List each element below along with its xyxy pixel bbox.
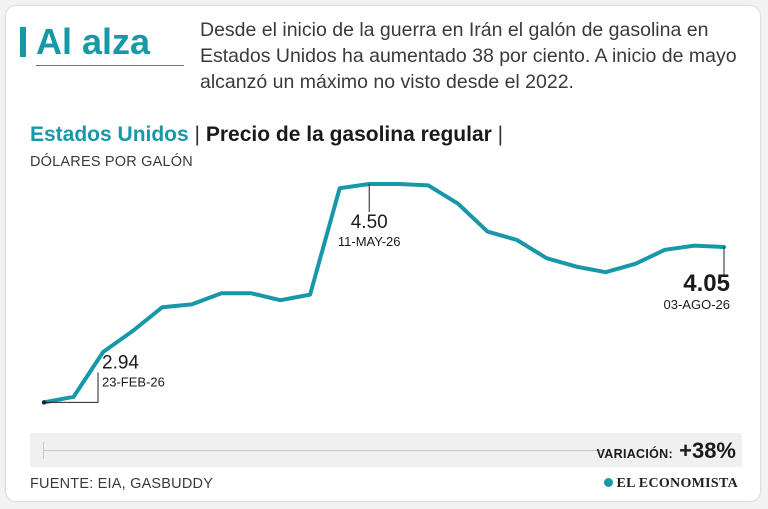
data-point — [397, 182, 401, 186]
series-line — [42, 182, 726, 405]
brand-logo: EL ECONOMISTA — [603, 476, 739, 492]
annotation-leader — [44, 372, 99, 403]
annotation-date: 23-FEB-26 — [102, 374, 165, 389]
variation-readout: VARIACIÓN: +38% — [597, 438, 736, 464]
title-accent-bar — [20, 27, 26, 57]
data-point — [604, 270, 608, 274]
data-point — [633, 262, 637, 266]
chart-units: DÓLARES POR GALÓN — [30, 154, 193, 170]
variation-value: +38% — [679, 438, 736, 463]
data-point — [101, 350, 105, 354]
variation-track-tick — [43, 442, 44, 459]
chart-region: Estados Unidos — [30, 123, 189, 146]
annotation-date: 03-AGO-26 — [664, 297, 730, 312]
data-point — [131, 329, 135, 333]
data-point — [515, 238, 519, 242]
annotation-value: 4.50 — [351, 212, 388, 233]
brand-name: EL ECONOMISTA — [616, 476, 738, 491]
data-point — [71, 395, 76, 399]
variation-label: VARIACIÓN: — [596, 447, 673, 461]
data-point — [574, 265, 578, 269]
data-point — [278, 298, 283, 302]
annotation-marker — [41, 400, 47, 405]
intro-text: Desde el inicio de la guerra en Irán el … — [200, 19, 737, 93]
brand-dot-icon — [603, 478, 613, 487]
chart-metric: Precio de la gasolina regular — [205, 123, 492, 146]
annotation-value: 2.94 — [102, 352, 139, 373]
data-point — [663, 248, 667, 252]
chart-subtitle: Estados Unidos | Precio de la gasolina r… — [30, 122, 503, 148]
data-point — [338, 186, 342, 190]
data-point — [485, 230, 490, 234]
variation-track — [44, 450, 604, 451]
infographic-card: Al alza Desde el inicio de la guerra en … — [6, 6, 760, 501]
data-point — [219, 291, 223, 295]
subtitle-separator: | — [194, 123, 201, 146]
data-point — [692, 244, 697, 248]
headline-rule — [36, 65, 184, 66]
data-point — [456, 202, 460, 206]
annotation-date: 11-MAY-26 — [338, 234, 401, 249]
data-point — [190, 302, 194, 306]
headline: Al alza — [36, 21, 151, 62]
subtitle-trailing-separator: | — [497, 123, 504, 146]
data-point — [426, 183, 430, 187]
data-point — [545, 256, 549, 260]
data-point — [308, 293, 312, 297]
annotation-value: 4.05 — [683, 270, 730, 297]
data-point — [160, 305, 164, 309]
source-note: FUENTE: EIA, GASBUDDY — [30, 476, 214, 492]
data-point — [249, 291, 253, 295]
